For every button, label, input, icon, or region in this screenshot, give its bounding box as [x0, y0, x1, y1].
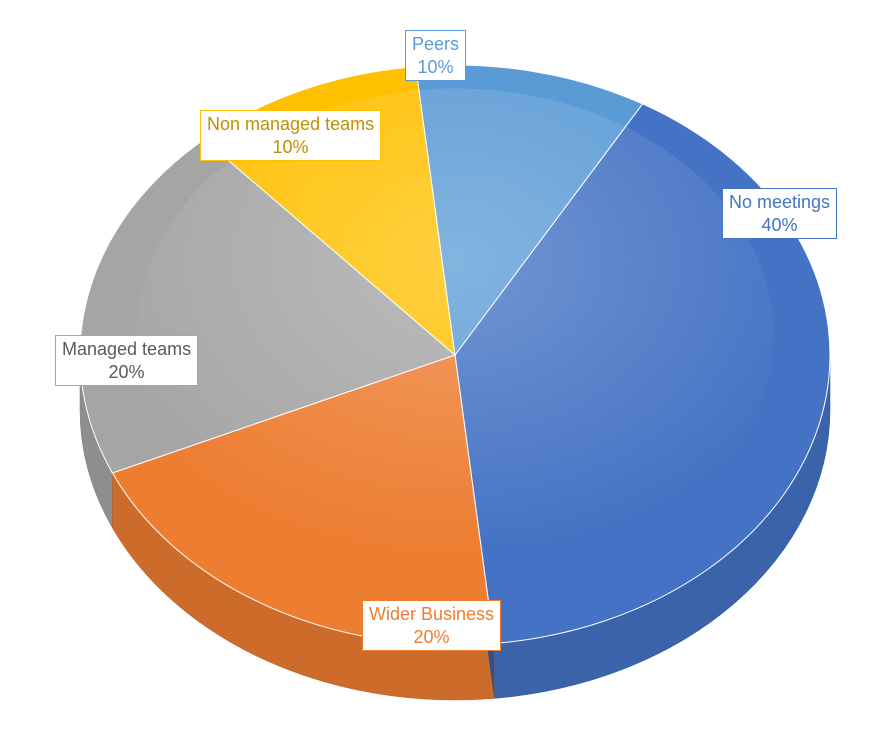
slice-label-text: Wider Business [369, 604, 494, 624]
slice-label: Peers10% [405, 30, 466, 81]
slice-label: No meetings40% [722, 188, 837, 239]
slice-label: Wider Business20% [362, 600, 501, 651]
slice-label-percent: 20% [369, 626, 494, 649]
slice-label-text: No meetings [729, 192, 830, 212]
slice-label-text: Peers [412, 34, 459, 54]
slice-label: Non managed teams10% [200, 110, 381, 161]
slice-label-text: Managed teams [62, 339, 191, 359]
slice-label-text: Non managed teams [207, 114, 374, 134]
slice-label-percent: 10% [412, 56, 459, 79]
slice-label-percent: 40% [729, 214, 830, 237]
pie-chart-3d: No meetings40%Wider Business20%Managed t… [0, 0, 877, 740]
slice-label: Managed teams20% [55, 335, 198, 386]
slice-label-percent: 20% [62, 361, 191, 384]
slice-label-percent: 10% [207, 136, 374, 159]
